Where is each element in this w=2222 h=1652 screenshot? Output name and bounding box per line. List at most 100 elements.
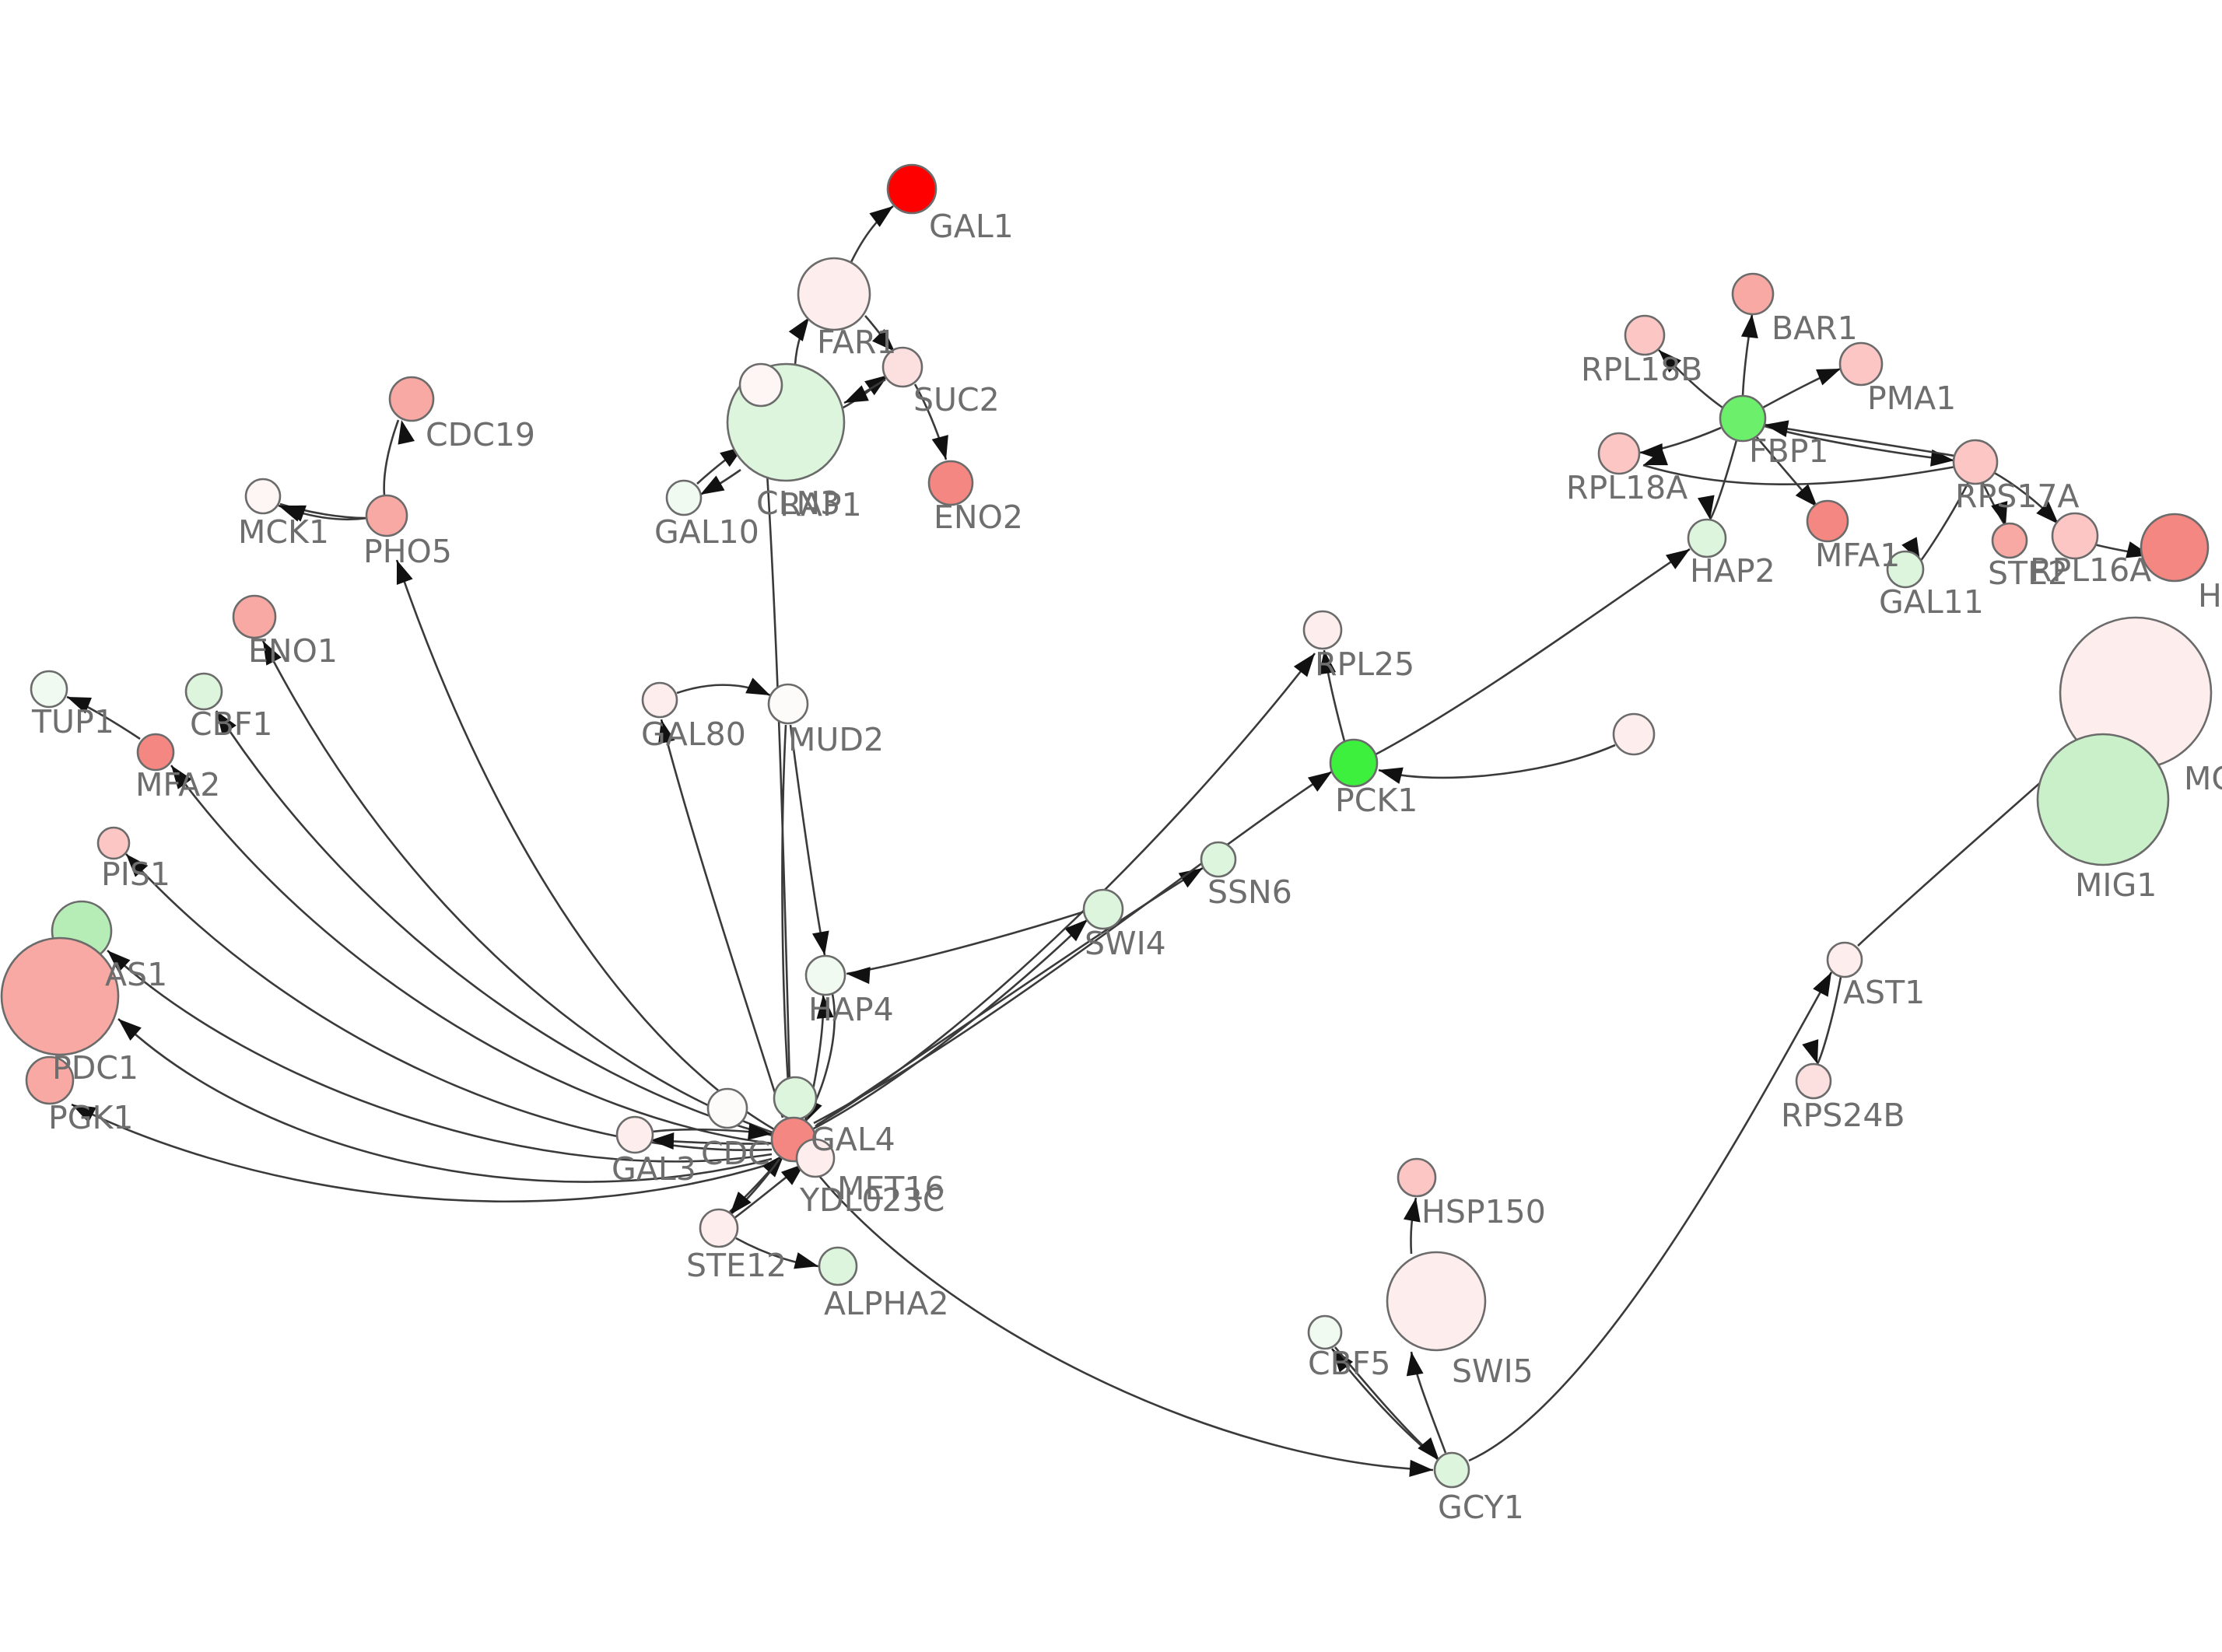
node-label-alpha2: ALPHA2 xyxy=(824,1285,949,1322)
node-rap1[interactable]: RAP1 xyxy=(738,362,783,408)
node-mck1[interactable]: MCK1 xyxy=(244,478,282,515)
node-suc2[interactable]: SUC2 xyxy=(881,346,923,388)
node-bar1[interactable]: BAR1 xyxy=(1731,272,1775,316)
node-cbf5[interactable]: CBF5 xyxy=(1307,1314,1343,1350)
arrowhead-fbp1-to-hap2 xyxy=(1697,495,1715,520)
node-layer[interactable]: GAL1 BAR1 RPL18B PMA1 FBP1 RPL18A RPS17A HAP2 MF… xyxy=(0,163,2213,1489)
node-label-bar1: BAR1 xyxy=(1772,310,1858,347)
node-rpl16a[interactable]: RPL16A xyxy=(2051,512,2099,560)
edge-rap1-to-gal4 xyxy=(761,405,792,1117)
node-label-hap2: HAP2 xyxy=(1690,552,1775,590)
node-eno1[interactable]: ENO1 xyxy=(232,594,277,639)
node-mud2[interactable]: MUD2 xyxy=(767,683,809,725)
node-rpl25[interactable]: RPL25 xyxy=(1302,610,1343,650)
node-pis1[interactable]: PIS1 xyxy=(96,826,131,860)
node-label-gcy1: GCY1 xyxy=(1438,1489,1524,1526)
node-gal10[interactable]: GAL10 xyxy=(665,479,703,516)
node-ydl023c[interactable]: YDL023C xyxy=(795,1138,836,1178)
node-rps17a[interactable]: RPS17A xyxy=(1952,439,1999,485)
node-pdc1[interactable]: PDC1 xyxy=(0,936,120,1056)
node-cbf1[interactable]: CBF1 xyxy=(184,672,223,711)
node-label-pck1: PCK1 xyxy=(1335,782,1418,819)
node-pck1[interactable]: PCK1 xyxy=(1329,738,1379,788)
arrowhead-suc2-to-eno2 xyxy=(931,435,948,460)
node-label-pma1: PMA1 xyxy=(1867,380,1956,417)
node-label-mfa2: MFA2 xyxy=(135,766,220,803)
node-pgk1[interactable]: PGK1 xyxy=(25,1055,75,1105)
node-his4[interactable]: HIS4 xyxy=(2140,513,2210,583)
node-label-mud2: MUD2 xyxy=(788,721,884,758)
edge-gal4-to-pis1 xyxy=(125,853,773,1151)
arrowhead-suc2-to-cln3 xyxy=(844,385,869,403)
edge-gal4-to-mfa2 xyxy=(170,765,773,1145)
node-alpha2[interactable]: ALPHA2 xyxy=(818,1246,858,1286)
node-hap2[interactable]: HAP2 xyxy=(1687,518,1727,558)
node-label-mcm1: MCM1 xyxy=(2184,760,2222,797)
edge-rps17a-to-rpl18a xyxy=(1642,464,1957,486)
node-tup1[interactable]: TUP1 xyxy=(30,670,68,709)
node-label-ast1: AST1 xyxy=(1843,974,1925,1011)
arrowhead-gcy1-to-ast1 xyxy=(1813,972,1831,997)
node-mig1[interactable]: MIG1 xyxy=(2036,733,2170,866)
node-hap4[interactable]: HAP4 xyxy=(804,954,846,996)
arrowhead-gal4-to-pgk1 xyxy=(72,1104,96,1123)
node-swi5[interactable]: SWI5 xyxy=(1386,1251,1487,1352)
node-label-pdc1: PDC1 xyxy=(52,1049,138,1087)
edge-layer xyxy=(66,205,2151,1477)
node-label-his4: HIS4 xyxy=(2198,577,2222,614)
node-cdc[interactable]: CDC xyxy=(706,1087,748,1129)
node-cdc19[interactable]: CDC19 xyxy=(388,376,435,422)
edge-gal4-to-ssn6 xyxy=(815,866,1204,1128)
node-label-cbf5: CBF5 xyxy=(1308,1345,1390,1382)
node-label-gal11: GAL11 xyxy=(1879,583,1984,621)
node-rpl18a[interactable]: RPL18A xyxy=(1597,432,1641,475)
node-ste12[interactable]: STE12 xyxy=(699,1208,739,1248)
arrowhead-fbp1-to-mfa1 xyxy=(1795,484,1817,507)
node-mfa2[interactable]: MFA2 xyxy=(136,733,175,772)
arrowhead-ste12-to-ydl023c xyxy=(780,1164,804,1185)
arrowhead-gal4-to-gal80 xyxy=(658,719,675,744)
arrowhead-far1-to-gal1 xyxy=(869,206,893,227)
node-node_up[interactable]: NODE_UP xyxy=(1612,712,1656,756)
node-eno2[interactable]: ENO2 xyxy=(927,460,974,506)
arrowhead-gal80-to-mud2 xyxy=(745,677,770,695)
node-gal3[interactable]: GAL3 xyxy=(615,1115,654,1154)
edge-ast1-to-rps24b xyxy=(1816,976,1842,1065)
arrowhead-ste12-to-alpha2 xyxy=(794,1252,818,1269)
arrowhead-swi4-to-hap4 xyxy=(846,967,871,985)
edge-cdc19-to-pho5 xyxy=(383,419,400,496)
arrowhead-mfa2-to-tup1 xyxy=(67,697,92,714)
node-ssn6[interactable]: SSN6 xyxy=(1200,841,1237,878)
node-hsp150[interactable]: HSP150 xyxy=(1397,1157,1437,1198)
node-gal11[interactable]: GAL11 xyxy=(1886,550,1925,589)
node-mfa1[interactable]: MFA1 xyxy=(1806,499,1849,543)
edge-gal4-to-mud2 xyxy=(781,724,792,1118)
node-gal80[interactable]: GAL80 xyxy=(641,681,678,719)
node-far1[interactable]: FAR1 xyxy=(797,257,871,331)
node-label-ste12: STE12 xyxy=(686,1247,787,1284)
node-gcy1[interactable]: GCY1 xyxy=(1433,1451,1470,1489)
node-label-rpl25: RPL25 xyxy=(1315,646,1414,683)
arrowhead-node_up-to-pck1 xyxy=(1379,767,1404,784)
arrowhead-gal4-to-gcy1 xyxy=(1409,1459,1433,1477)
node-label-rpl18b: RPL18B xyxy=(1581,351,1702,388)
arrowhead-gcy1-to-swi5 xyxy=(1406,1352,1424,1377)
edge-gal4-to-rpl25 xyxy=(816,653,1316,1126)
node-fbp1[interactable]: FBP1 xyxy=(1719,394,1767,443)
node-label-pis1: PIS1 xyxy=(101,856,170,893)
edge-mud2-to-hap4 xyxy=(789,724,826,956)
node-rpl18b[interactable]: RPL18B xyxy=(1624,314,1666,356)
node-met16[interactable]: MET16 xyxy=(773,1076,818,1121)
node-label-eno2: ENO2 xyxy=(934,499,1023,536)
node-gal1[interactable]: GAL1 xyxy=(886,163,938,215)
node-label-rps24b: RPS24B xyxy=(1781,1097,1905,1134)
node-rps24b[interactable]: RPS24B xyxy=(1795,1062,1832,1100)
node-pma1[interactable]: PMA1 xyxy=(1838,341,1884,387)
node-ast1[interactable]: AST1 xyxy=(1826,941,1863,978)
node-swi4[interactable]: SWI4 xyxy=(1082,888,1124,930)
node-ste2[interactable]: STE2 xyxy=(1991,522,2028,559)
arrowhead-cdc19-to-pho5 xyxy=(398,420,415,445)
arrowhead-pck1-to-hap2 xyxy=(1665,549,1690,569)
node-pho5[interactable]: PHO5 xyxy=(365,494,408,537)
